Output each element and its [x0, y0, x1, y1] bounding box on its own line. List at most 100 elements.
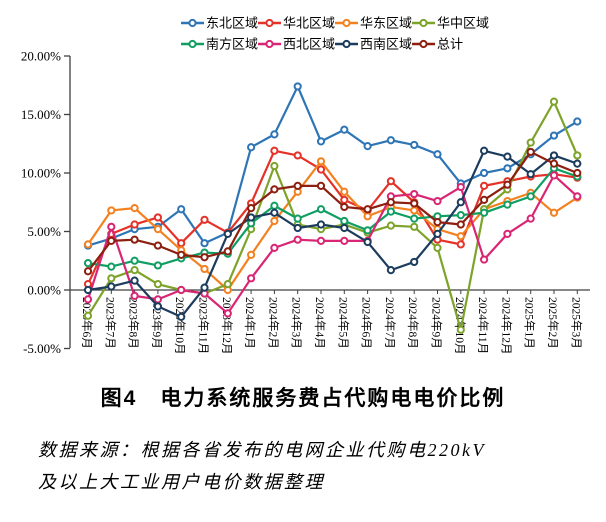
data-point-marker	[456, 232, 465, 241]
data-point-marker	[293, 151, 302, 160]
data-point-marker	[340, 223, 349, 233]
data-point-marker	[130, 256, 139, 265]
x-tick-label: 2025年3月	[569, 297, 583, 349]
x-tick-label: 2024年6月	[360, 297, 374, 349]
x-tick-label: 2024年9月	[430, 297, 444, 349]
series-东北区域	[83, 82, 582, 250]
data-point-marker	[153, 302, 162, 311]
data-point-marker	[83, 258, 93, 268]
data-point-marker	[526, 214, 535, 223]
series-西北区域	[83, 171, 582, 318]
data-point-marker	[316, 181, 326, 190]
data-point-marker	[177, 250, 186, 259]
data-point-marker	[480, 195, 489, 205]
data-point-marker	[410, 189, 419, 199]
data-point-marker	[153, 280, 162, 289]
data-point-marker	[456, 198, 465, 207]
data-point-marker	[573, 151, 582, 160]
data-source-line2: 及以上大工业用户电价数据整理	[38, 472, 325, 492]
data-point-marker	[107, 222, 116, 231]
data-point-marker	[363, 205, 372, 214]
data-point-marker	[107, 206, 116, 215]
data-point-marker	[316, 157, 326, 166]
data-point-marker	[340, 236, 349, 245]
data-point-marker	[270, 130, 279, 139]
data-point-marker	[83, 295, 93, 304]
series-line	[86, 167, 579, 268]
data-point-marker	[503, 152, 512, 161]
x-tick-label: 2024年11月	[476, 297, 490, 354]
y-tick-label: 5.00%	[27, 224, 61, 239]
data-point-marker	[247, 143, 256, 152]
data-point-marker	[340, 216, 349, 226]
data-point-marker	[153, 213, 162, 222]
data-point-marker	[503, 164, 512, 173]
legend-item-东北区域: 东北区域	[181, 16, 258, 31]
data-point-marker	[200, 264, 209, 274]
x-tick-label: 2023年7月	[103, 297, 117, 349]
legend-label: 西北区域	[283, 37, 335, 52]
data-point-marker	[340, 187, 349, 196]
data-point-marker	[573, 159, 582, 168]
data-point-marker	[293, 181, 302, 190]
data-point-marker	[270, 185, 279, 194]
x-tick-label: 2024年8月	[406, 297, 420, 349]
data-point-marker	[107, 236, 116, 245]
data-point-marker	[247, 274, 256, 283]
data-point-marker	[549, 171, 559, 180]
data-point-marker	[410, 222, 419, 231]
data-point-marker	[293, 82, 302, 91]
data-point-marker	[270, 161, 279, 171]
legend-marker	[265, 39, 274, 49]
data-point-marker	[83, 285, 93, 295]
data-point-marker	[549, 97, 559, 106]
x-tick-label: 2024年3月	[290, 297, 304, 349]
series-line	[86, 174, 579, 315]
data-point-marker	[340, 195, 349, 205]
x-tick-label: 2024年12月	[499, 297, 513, 355]
legend-item-华中区域: 华中区域	[412, 16, 489, 31]
data-point-marker	[247, 204, 256, 213]
data-point-marker	[480, 168, 489, 178]
data-point-marker	[177, 205, 186, 214]
legend-label: 华东区域	[360, 16, 412, 31]
data-point-marker	[130, 276, 139, 285]
data-point-marker	[107, 262, 116, 271]
data-point-marker	[363, 141, 372, 151]
legend-marker	[188, 39, 197, 49]
legend-label: 东北区域	[206, 16, 258, 31]
data-point-marker	[503, 200, 512, 209]
data-point-marker	[316, 205, 326, 214]
data-point-marker	[130, 235, 139, 244]
data-point-marker	[200, 215, 209, 224]
legend-marker	[188, 18, 197, 28]
series-西南区域	[83, 146, 582, 322]
data-point-marker	[83, 240, 93, 249]
data-point-marker	[153, 261, 162, 270]
x-tick-label: 2024年4月	[313, 297, 327, 349]
data-point-marker	[549, 151, 559, 160]
data-point-marker	[177, 239, 186, 248]
legend-label: 总计	[437, 37, 463, 52]
data-point-marker	[549, 159, 559, 168]
data-point-marker	[410, 140, 419, 150]
data-point-marker	[247, 250, 256, 259]
data-point-marker	[177, 312, 186, 322]
data-point-marker	[433, 229, 442, 238]
data-point-marker	[526, 170, 535, 179]
legend-label: 南方区域	[206, 37, 258, 52]
x-axis: 2023年6月 2023年7月 2023年8月 2023年9月 2023年10月 2023…	[70, 289, 590, 355]
data-point-marker	[433, 218, 442, 227]
data-point-marker	[456, 325, 465, 334]
data-point-marker	[270, 243, 279, 252]
data-point-marker	[433, 243, 442, 252]
x-tick-label: 2024年7月	[383, 297, 397, 349]
data-point-marker	[200, 239, 209, 248]
series-line	[86, 160, 579, 292]
data-point-marker	[573, 117, 582, 126]
x-tick-label: 2023年11月	[197, 297, 211, 354]
data-point-marker	[480, 181, 489, 190]
data-point-marker	[340, 125, 349, 134]
data-point-marker	[526, 147, 535, 157]
